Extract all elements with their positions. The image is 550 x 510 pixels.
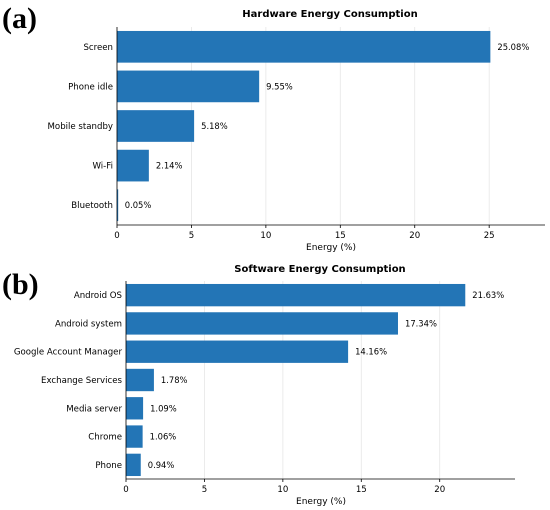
category-label: Android OS [74, 291, 122, 301]
data-label: 1.09% [150, 403, 177, 413]
data-label: 9.55% [266, 81, 293, 91]
x-tick-label: 10 [260, 231, 271, 241]
x-axis-label: Energy (%) [296, 497, 346, 507]
x-tick-label: 0 [114, 231, 119, 241]
bar [126, 368, 154, 392]
chart-title: Software Energy Consumption [234, 264, 405, 275]
data-label: 14.16% [355, 347, 387, 357]
data-label: 21.63% [472, 290, 504, 300]
bar [126, 453, 141, 477]
category-label: Google Account Manager [14, 348, 123, 358]
data-label: 25.08% [497, 42, 529, 52]
category-label: Phone [95, 461, 122, 471]
x-tick-label: 0 [123, 485, 128, 495]
bar [117, 149, 149, 182]
category-label: Screen [83, 43, 113, 53]
bar [117, 30, 491, 63]
bar [126, 312, 398, 335]
data-label: 0.05% [125, 200, 152, 210]
data-label: 2.14% [156, 161, 183, 171]
category-label: Chrome [88, 433, 122, 443]
bar [117, 110, 195, 142]
category-label: Android system [55, 319, 122, 329]
x-axis-label: Energy (%) [306, 243, 356, 253]
x-tick-label: 15 [356, 485, 367, 495]
category-label: Exchange Services [41, 376, 122, 386]
bar [117, 70, 260, 103]
x-tick-label: 10 [277, 485, 288, 495]
panel-label-a: (a) [2, 2, 37, 35]
bar [126, 340, 349, 363]
x-tick-label: 15 [335, 231, 346, 241]
data-label: 5.18% [201, 121, 228, 131]
bar [126, 283, 466, 307]
data-label: 1.06% [150, 432, 177, 442]
category-label: Wi-Fi [92, 162, 113, 172]
data-label: 17.34% [405, 318, 437, 328]
data-label: 0.94% [148, 460, 175, 470]
chart-title: Hardware Energy Consumption [242, 9, 417, 20]
bar [126, 425, 143, 448]
x-tick-label: 20 [434, 485, 445, 495]
category-label: Media server [66, 404, 122, 414]
x-tick-label: 5 [202, 485, 207, 495]
panel-label-b: (b) [2, 268, 39, 301]
category-label: Bluetooth [71, 201, 113, 211]
category-label: Mobile standby [48, 122, 113, 132]
bar [117, 189, 119, 222]
category-label: Phone idle [68, 82, 113, 92]
hardware-energy-chart: Hardware Energy Consumption Screen 25.08% P… [48, 9, 545, 253]
software-energy-chart: Software Energy Consumption Android OS 21.… [14, 264, 515, 507]
x-tick-label: 5 [189, 231, 194, 241]
bar [126, 397, 144, 420]
x-tick-label: 20 [409, 231, 420, 241]
data-label: 1.78% [161, 375, 188, 385]
x-tick-label: 25 [484, 231, 495, 241]
